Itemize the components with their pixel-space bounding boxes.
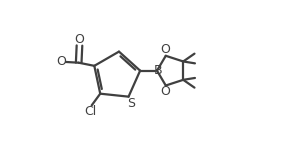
Text: B: B [154,64,163,77]
Text: O: O [160,85,170,98]
Text: O: O [75,33,84,46]
Text: O: O [160,43,170,56]
Text: S: S [127,97,135,110]
Text: O: O [57,55,66,68]
Text: Cl: Cl [84,105,96,118]
